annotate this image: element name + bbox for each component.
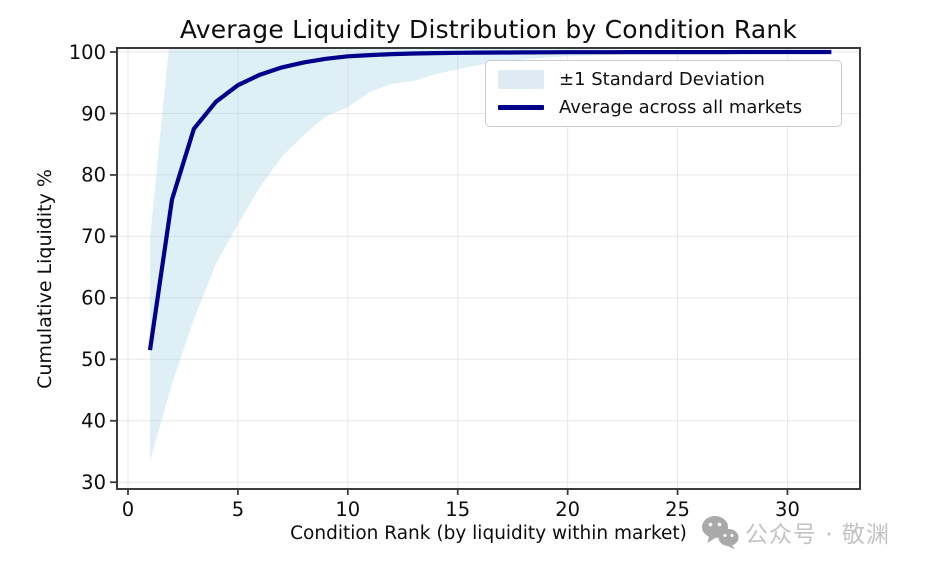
x-tick-label: 0 [122,498,134,521]
x-tick-label: 15 [445,498,470,521]
x-tick-label: 20 [555,498,580,521]
y-tick-label: 100 [69,41,106,64]
line-swatch [498,105,544,110]
average-line [147,49,832,351]
legend-label-band: ±1 Standard Deviation [559,69,765,90]
x-tick-label: 25 [665,498,690,521]
wechat-icon [702,516,739,550]
x-tick-label: 30 [775,498,800,521]
band-swatch [498,70,544,89]
x-axis-label: Condition Rank (by liquidity within mark… [290,523,687,544]
watermark-text: 公众号 · 敬渊 [745,522,890,548]
chart-title: Average Liquidity Distribution by Condit… [179,15,798,44]
y-tick-label: 70 [81,225,106,248]
y-tick-label: 80 [81,164,106,187]
y-tick-label: 90 [81,102,106,125]
y-tick-label: 50 [81,348,106,371]
legend-entry-band: ±1 Standard Deviation [498,69,829,90]
legend-entry-average: Average across all markets [498,97,829,118]
y-tick-label: 40 [81,410,106,433]
axes-spines [116,47,861,490]
std-band [150,48,832,461]
x-tick-label: 10 [335,498,360,521]
grid [117,48,860,489]
legend: ±1 Standard Deviation Average across all… [485,60,842,127]
y-tick-label: 30 [81,471,106,494]
legend-label-average: Average across all markets [559,97,803,118]
watermark: 公众号 · 敬渊 [700,514,890,550]
ticks: 0 5 10 15 20 25 30 30 40 50 60 70 80 90 100 [69,41,800,521]
x-tick-label: 5 [232,498,244,521]
y-tick-label: 60 [81,287,106,310]
y-axis-label: Cumulative Liquidity % [34,169,56,389]
